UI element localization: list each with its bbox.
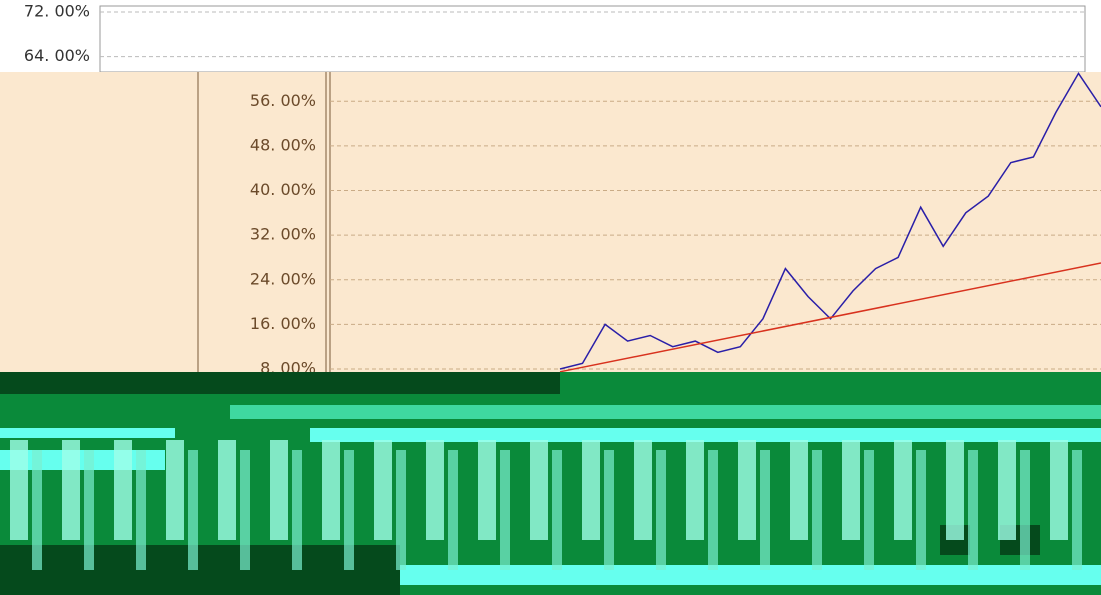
glitch-stripe	[240, 450, 250, 570]
glitch-stripe	[500, 450, 510, 570]
glitch-stripe	[812, 450, 822, 570]
chart: 72. 00% 64. 00% 56. 00% 48. 00% 40. 00% 32. 0…	[0, 0, 1101, 595]
glitch-stripe	[374, 440, 392, 540]
glitch-block	[0, 428, 175, 438]
glitch-area	[0, 372, 1101, 595]
y-tick-label: 64. 00%	[24, 46, 90, 65]
glitch-stripe	[582, 440, 600, 540]
y-tick-label: 48. 00%	[250, 135, 316, 154]
glitch-stripe	[1050, 440, 1068, 540]
glitch-stripe	[708, 450, 718, 570]
glitch-stripe	[604, 450, 614, 570]
glitch-stripe	[396, 450, 406, 570]
glitch-stripe	[530, 440, 548, 540]
glitch-stripe	[790, 440, 808, 540]
glitch-block	[0, 372, 560, 394]
glitch-stripe	[218, 440, 236, 540]
glitch-stripe	[738, 440, 756, 540]
glitch-stripe	[968, 450, 978, 570]
glitch-stripe	[864, 450, 874, 570]
glitch-stripe	[166, 440, 184, 540]
glitch-stripe	[136, 450, 146, 570]
top-frame	[100, 6, 1085, 72]
y-tick-label: 32. 00%	[250, 225, 316, 244]
glitch-stripe	[426, 440, 444, 540]
y-tick-label: 40. 00%	[250, 180, 316, 199]
glitch-stripe	[946, 440, 964, 540]
glitch-stripe	[270, 440, 288, 540]
glitch-stripe	[1020, 450, 1030, 570]
glitch-block	[230, 405, 1101, 419]
glitch-stripe	[634, 440, 652, 540]
glitch-stripe	[292, 450, 302, 570]
glitch-stripe	[478, 440, 496, 540]
glitch-stripe	[322, 440, 340, 540]
y-tick-label: 72. 00%	[24, 2, 90, 21]
glitch-stripe	[686, 440, 704, 540]
plot-panel	[0, 72, 1101, 372]
glitch-stripe	[10, 440, 28, 540]
glitch-stripe	[760, 450, 770, 570]
glitch-stripe	[32, 450, 42, 570]
y-tick-label: 16. 00%	[250, 314, 316, 333]
glitch-stripe	[998, 440, 1016, 540]
glitch-stripe	[656, 450, 666, 570]
glitch-stripe	[62, 440, 80, 540]
glitch-stripe	[114, 440, 132, 540]
glitch-stripe	[448, 450, 458, 570]
y-tick-label: 56. 00%	[250, 91, 316, 110]
glitch-stripe	[842, 440, 860, 540]
glitch-stripe	[188, 450, 198, 570]
glitch-stripe	[1072, 450, 1082, 570]
glitch-stripe	[916, 450, 926, 570]
glitch-stripe	[344, 450, 354, 570]
glitch-block	[0, 545, 400, 595]
glitch-stripe	[552, 450, 562, 570]
y-tick-label: 24. 00%	[250, 269, 316, 288]
glitch-stripe	[894, 440, 912, 540]
glitch-block	[310, 428, 1101, 442]
glitch-stripe	[84, 450, 94, 570]
